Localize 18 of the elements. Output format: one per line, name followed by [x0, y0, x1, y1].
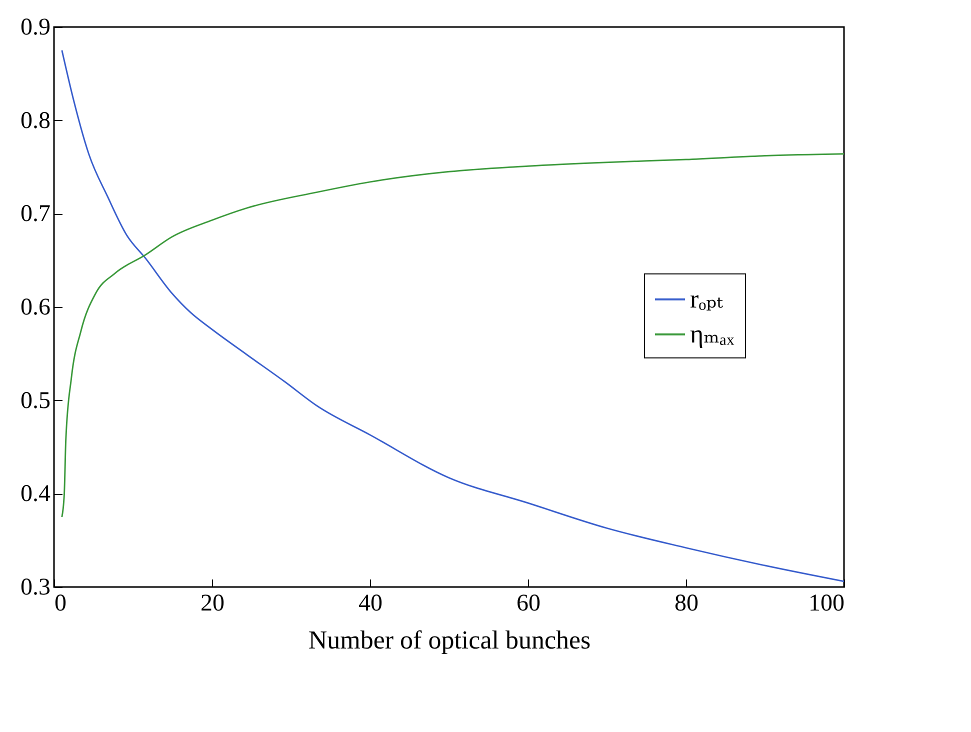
x-tick-label: 60 [516, 590, 540, 616]
line-series [61, 153, 845, 518]
x-tick-label: 0 [54, 590, 66, 616]
y-tick-label: 0.8 [20, 108, 50, 134]
y-tick-label: 0.6 [20, 294, 50, 320]
x-tick-label: 80 [674, 590, 698, 616]
y-tick-label: 0.3 [20, 574, 50, 600]
line-series [61, 50, 845, 582]
y-tick-label: 0.9 [20, 14, 50, 40]
legend-label: rₒₚₜ [690, 284, 724, 314]
y-tick-label: 0.4 [20, 481, 50, 508]
y-tick-label: 0.7 [20, 201, 50, 228]
legend-label: ηₘₐₓ [690, 319, 735, 348]
x-tick-label: 20 [200, 590, 224, 616]
y-tick-label: 0.5 [20, 388, 50, 414]
x-tick-label: 40 [358, 590, 382, 616]
x-axis-title: Number of optical bunches [308, 626, 591, 654]
x-tick-label: 100 [808, 590, 844, 616]
